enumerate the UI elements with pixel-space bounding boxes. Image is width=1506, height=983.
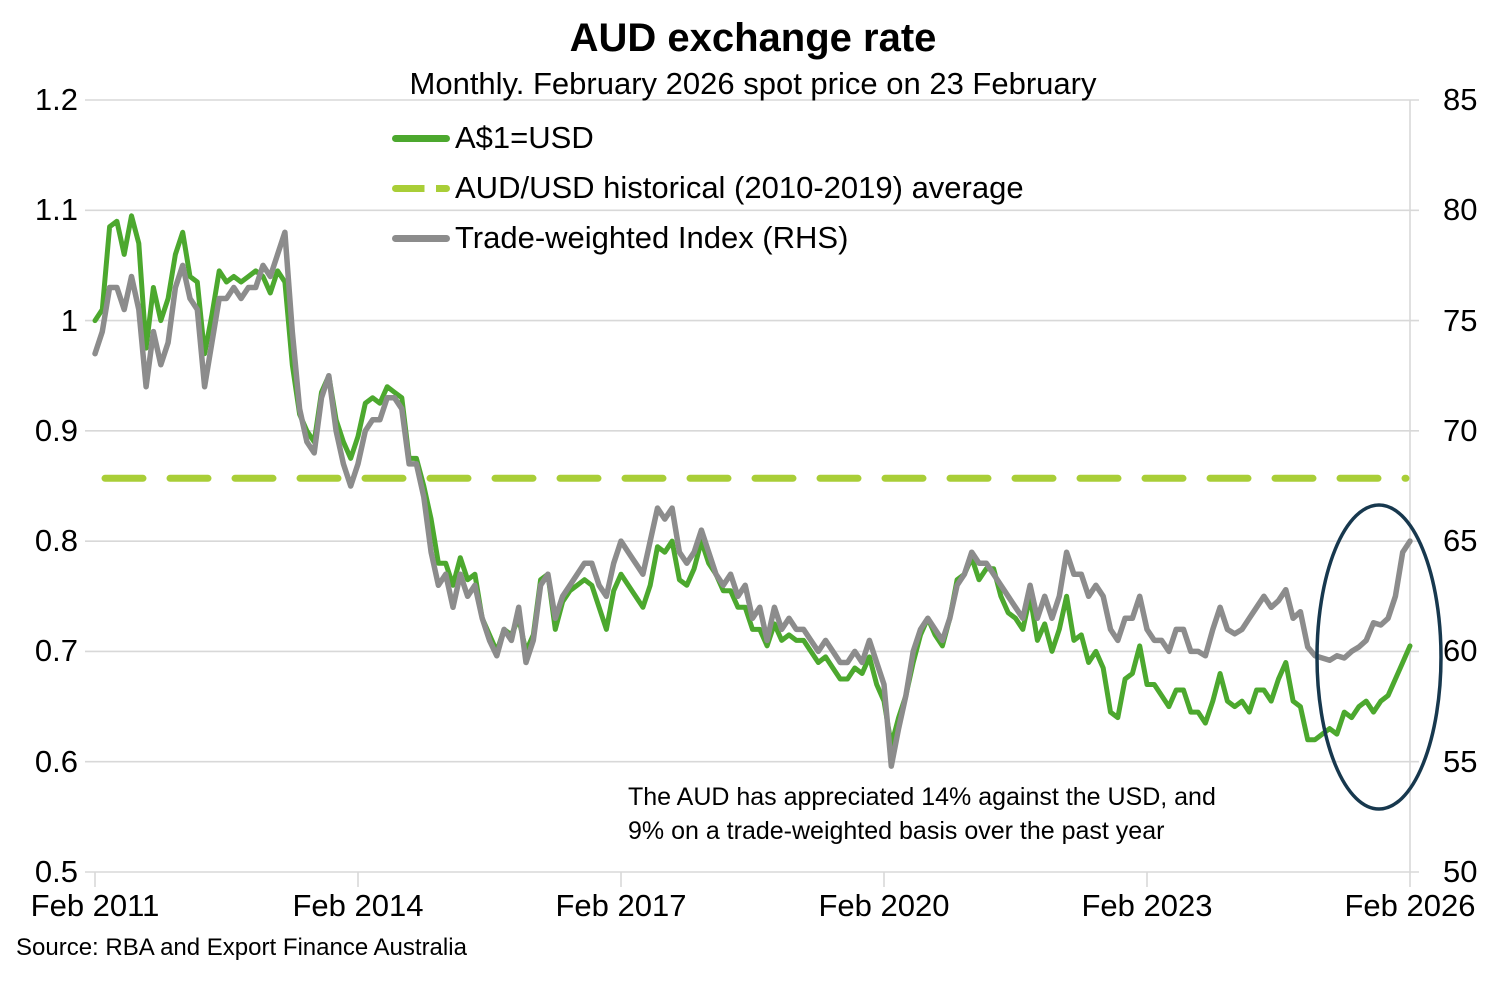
chart-subtitle: Monthly. February 2026 spot price on 23 … xyxy=(409,66,1097,101)
trade-weighted-index-line xyxy=(92,229,1413,769)
annotation-line-1: The AUD has appreciated 14% against the … xyxy=(628,783,1216,811)
dashed-lime-line-icon xyxy=(392,184,450,192)
chart-title: AUD exchange rate xyxy=(569,16,937,60)
solid-gray-line-icon xyxy=(392,234,450,242)
legend-item-historical-average: AUD/USD historical (2010-2019) average xyxy=(392,170,1024,206)
annotation-text: The AUD has appreciated 14% against the … xyxy=(628,780,1216,848)
legend-item-twi: Trade-weighted Index (RHS) xyxy=(392,220,1024,256)
source-note: Source: RBA and Export Finance Australia xyxy=(16,934,467,961)
solid-green-line-icon xyxy=(392,134,450,142)
legend-item-aud-usd: A$1=USD xyxy=(392,120,1024,156)
annotation-line-2: 9% on a trade-weighted basis over the pa… xyxy=(628,817,1165,845)
legend-label-historical-average: AUD/USD historical (2010-2019) average xyxy=(455,170,1024,205)
legend-label-twi: Trade-weighted Index (RHS) xyxy=(455,220,849,255)
legend-label-aud-usd: A$1=USD xyxy=(455,120,594,155)
legend: A$1=USD AUD/USD historical (2010-2019) a… xyxy=(392,120,1024,270)
highlight-ellipse xyxy=(1315,503,1443,811)
